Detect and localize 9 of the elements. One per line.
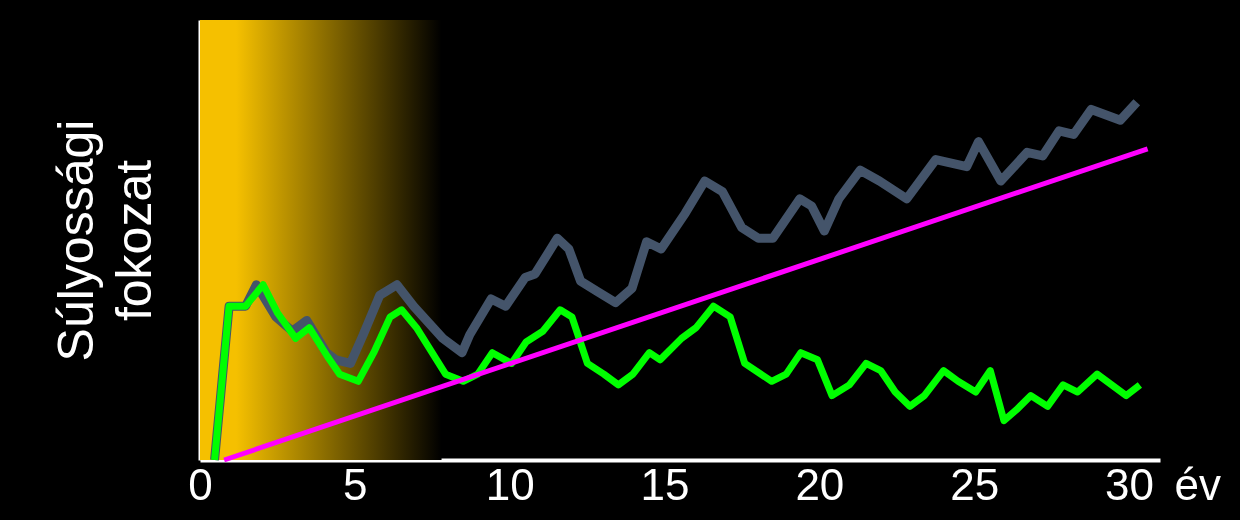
x-tick-label: 25 [950,459,1000,509]
x-tick-label: 30 [1105,459,1155,509]
x-tick-label: 0 [188,459,213,509]
x-tick-label: 10 [485,459,535,509]
x-tick-label: 15 [640,459,690,509]
x-tick-label: 20 [795,459,845,509]
x-axis-title: év [1174,459,1221,509]
x-tick-label: 5 [343,459,368,509]
y-axis-title: Súlyossági fokozat [47,119,162,362]
